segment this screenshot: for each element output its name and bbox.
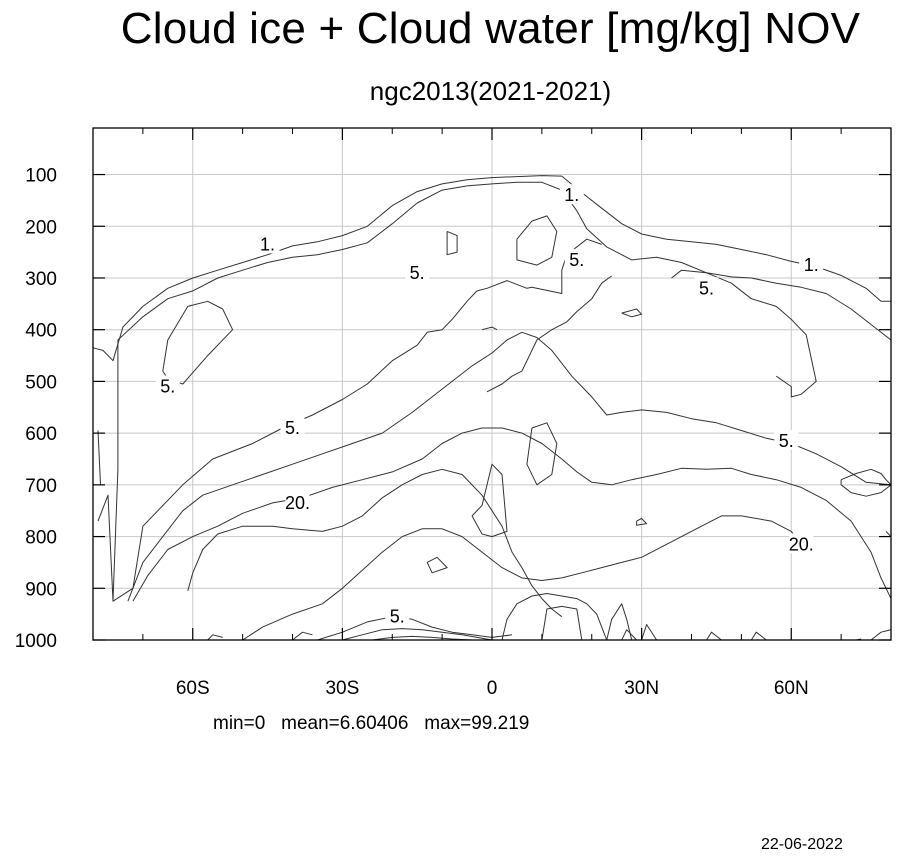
contour-line-20 [187, 468, 563, 618]
contour-label: 20. [285, 493, 310, 513]
contour-line-5 [636, 518, 648, 526]
contour-label: 5. [699, 278, 714, 298]
contour-line-20 [372, 635, 473, 641]
contour-line-20 [750, 631, 767, 641]
contour-line-5 [486, 275, 612, 393]
contour-label: 5. [779, 431, 794, 451]
y-tick-label: 100 [25, 166, 57, 187]
contour-label-bg [255, 233, 280, 254]
contour-line-20 [242, 515, 802, 641]
contour-label-bg [385, 605, 410, 626]
y-tick-label: 600 [25, 424, 57, 445]
x-tick-label: 60N [774, 678, 809, 699]
contour-line-20 [317, 616, 513, 641]
contour-label-bg [564, 248, 589, 269]
contour-label-bg [155, 375, 180, 396]
x-tick-label: 0 [487, 678, 498, 699]
contour-label: 1. [260, 234, 275, 254]
contour-label: 5. [390, 607, 405, 627]
contour-line-5 [446, 230, 458, 256]
contour-label: 1. [564, 185, 579, 205]
contour-line-5 [621, 308, 643, 318]
contour-label-bg [405, 261, 430, 282]
contour-line-20 [606, 603, 633, 641]
contour-label-bg [799, 254, 824, 275]
chart-subtitle: ngc2013(2021-2021) [369, 76, 612, 106]
x-tick-label: 60S [176, 678, 210, 699]
contour-line-5 [481, 326, 498, 331]
contour-line-5 [162, 300, 234, 385]
contour-label: 5. [569, 250, 584, 270]
grid-layer [93, 128, 891, 640]
y-tick-label: 1000 [15, 631, 57, 652]
chart-title: Cloud ice + Cloud water [mg/kg] NOV [120, 4, 861, 53]
y-tick-label: 700 [25, 476, 57, 497]
contour-line-5 [112, 290, 478, 602]
x-tick-label: 30S [325, 678, 359, 699]
x-tick-label: 30N [624, 678, 659, 699]
contour-label-bg [774, 429, 799, 450]
contour-line-20 [870, 629, 892, 641]
contour-layer [92, 175, 892, 641]
contour-line-5 [426, 556, 448, 574]
contour-line-5 [97, 181, 892, 602]
y-tick-label: 400 [25, 321, 57, 342]
contour-line-5 [476, 238, 602, 294]
contour-label-bg [280, 416, 305, 437]
contour-label-bg [285, 491, 310, 512]
contour-line-1 [92, 175, 891, 362]
contour-label: 5. [285, 418, 300, 438]
date-stamp: 22-06-2022 [761, 836, 843, 853]
contour-label-bg [694, 277, 719, 298]
contour-line-5 [526, 422, 558, 486]
contour-line-20 [501, 593, 608, 641]
y-tick-label: 200 [25, 217, 57, 238]
y-tick-label: 300 [25, 269, 57, 290]
contour-line-20 [207, 634, 223, 641]
contour-label: 5. [410, 263, 425, 283]
contour-line-1 [97, 430, 101, 485]
y-tick-label: 800 [25, 528, 57, 549]
contour-line-20 [342, 628, 493, 641]
contour-label: 20. [789, 534, 814, 554]
contour-line-5 [516, 215, 558, 266]
contour-line-20 [641, 624, 658, 641]
contour-line-20 [706, 631, 722, 641]
contour-line-5 [127, 331, 892, 602]
contour-line-20 [541, 605, 583, 641]
contour-label: 5. [160, 377, 175, 397]
stats-summary: min=0 mean=6.60406 max=99.219 [213, 713, 530, 734]
contour-label-bg [559, 184, 584, 205]
y-tick-label: 900 [25, 579, 57, 600]
contour-line-20 [292, 631, 313, 641]
contour-line-20 [621, 629, 637, 641]
contour-label-layer: 1. 1. 1. 5. 5. 5. 5. 5. 5. 5. 20. 20. [155, 184, 824, 627]
contour-line-5 [132, 427, 892, 602]
y-tick-label: 500 [25, 372, 57, 393]
contour-label-bg [789, 533, 814, 554]
contour-line-5 [885, 531, 892, 537]
contour-label: 1. [804, 255, 819, 275]
contour-line-5 [671, 269, 817, 398]
tick-layer: 60S 30S 0 30N 60N 100 200 300 400 500 600 700 800 900… [15, 128, 891, 699]
